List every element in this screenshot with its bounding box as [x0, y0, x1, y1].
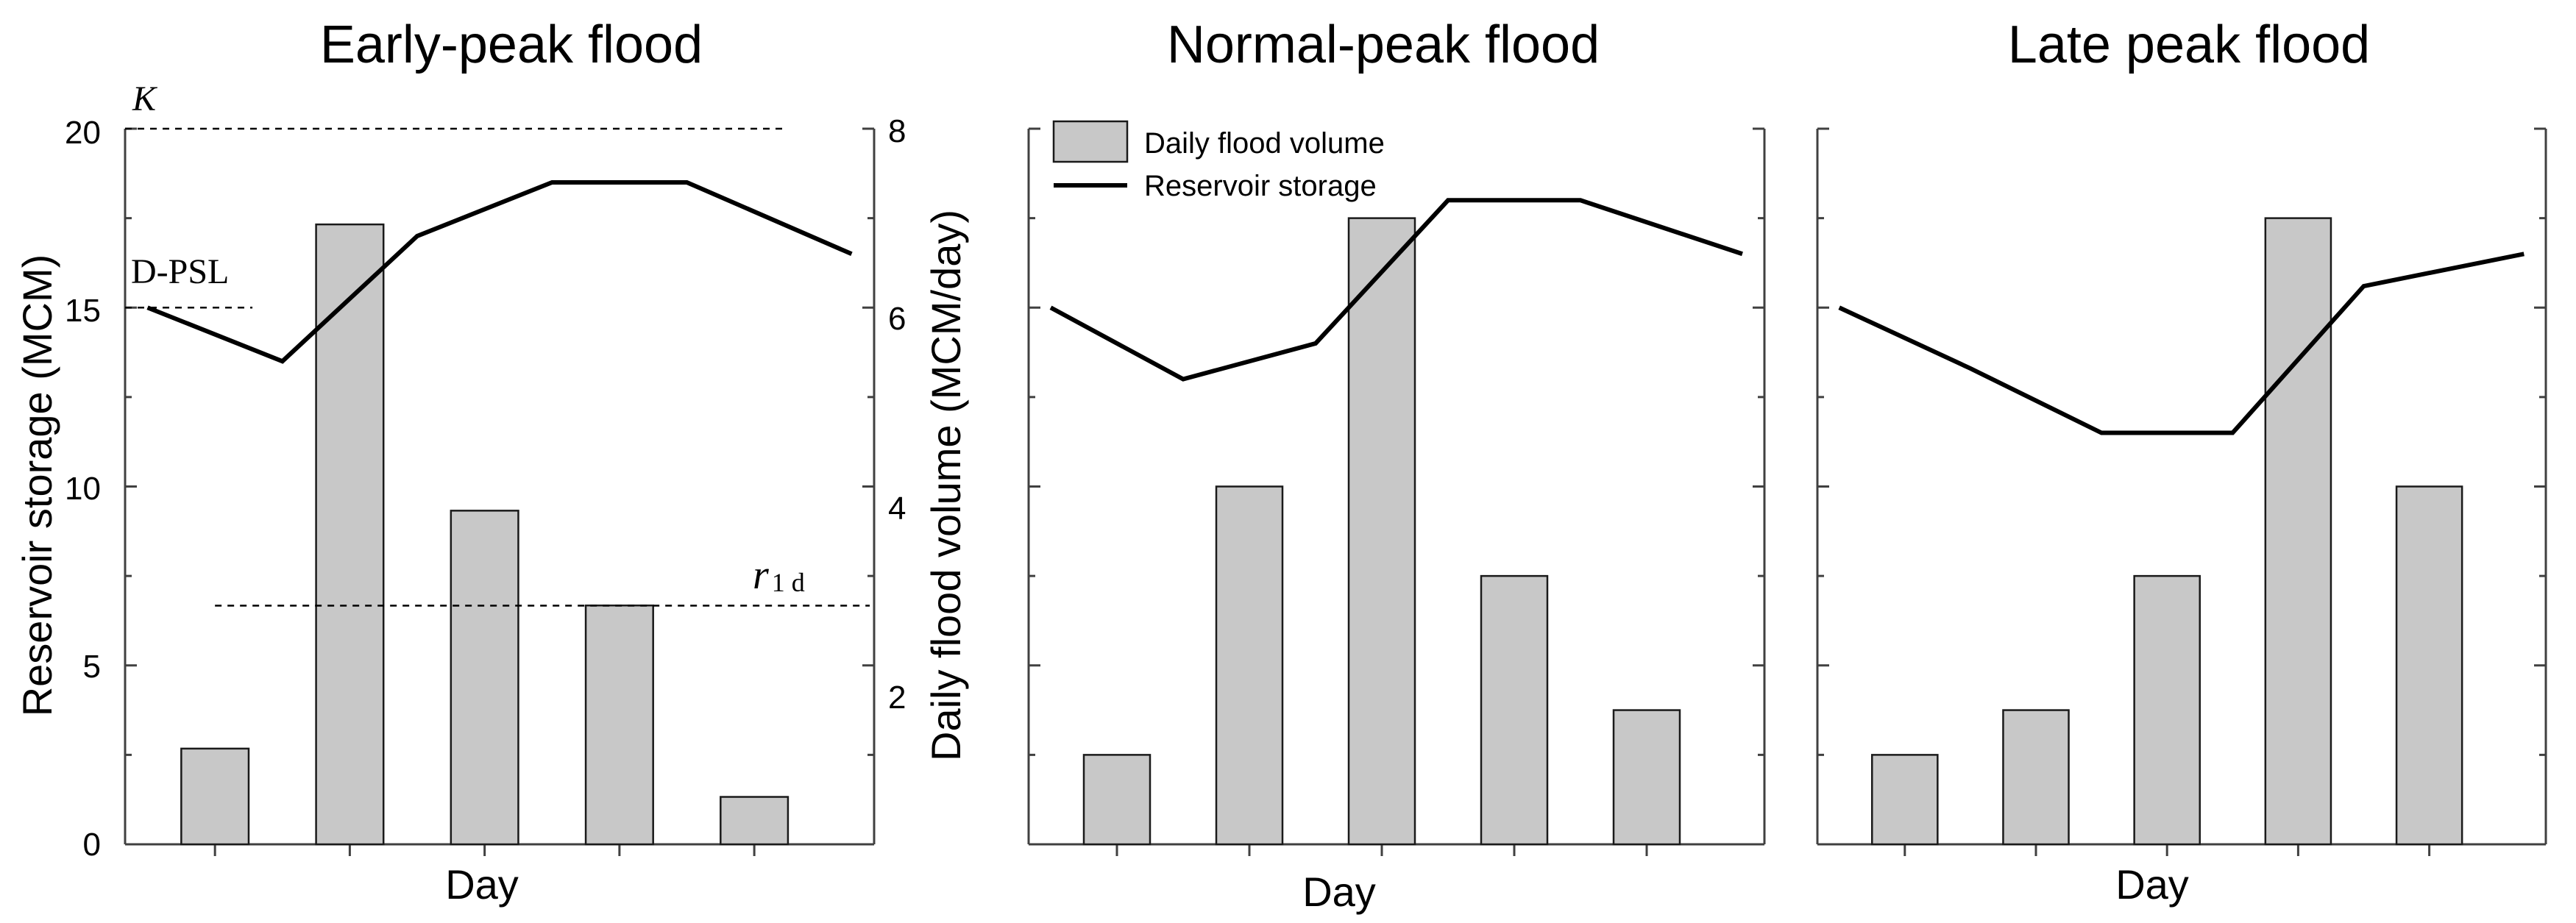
flood-volume-bar — [1347, 217, 1416, 846]
flood-volume-bar — [1215, 485, 1284, 846]
legend-bar-swatch — [1052, 120, 1129, 163]
flood-volume-bar — [2002, 709, 2070, 846]
legend-line-label: Reservoir storage — [1144, 170, 1377, 202]
plot-layer — [124, 127, 2547, 856]
flood-volume-bar — [1871, 754, 1939, 846]
flood-volume-bar — [1082, 754, 1152, 846]
x-axis-title-normal: Day — [1302, 869, 1376, 915]
annotation-k: K — [132, 79, 158, 118]
left-tick-label: 15 — [65, 293, 101, 329]
annotation-r1d-main: r — [753, 552, 769, 598]
right-tick-label: 8 — [888, 113, 906, 149]
panel-title-early: Early-peak flood — [320, 15, 703, 74]
left-tick-label: 0 — [83, 827, 101, 863]
x-axis-title-early: Day — [445, 861, 519, 908]
right-axis-title: Daily flood volume (MCM/day) — [923, 210, 969, 761]
left-tick-label: 10 — [65, 471, 101, 507]
flood-volume-bar — [2133, 574, 2201, 846]
flood-volume-bar — [720, 796, 790, 846]
annotation-r1d-sub: 1 d — [772, 568, 805, 597]
flood-volume-bar — [450, 510, 519, 846]
flood-volume-bar — [1612, 709, 1681, 846]
storage-line — [1049, 198, 1743, 382]
x-axis-title-late: Day — [2115, 861, 2189, 908]
left-axis-title: Reservoir storage (MCM) — [14, 254, 60, 717]
storage-line — [146, 179, 853, 364]
storage-line — [1838, 252, 2524, 435]
text-layer: Early-peak flood Normal-peak flood Late … — [14, 15, 2370, 915]
left-tick-label: 20 — [65, 115, 101, 151]
right-tick-label: 2 — [888, 680, 906, 716]
panel-title-late: Late peak flood — [2008, 15, 2370, 74]
flood-volume-bar — [180, 747, 250, 846]
right-tick-label: 4 — [888, 491, 906, 527]
right-tick-label: 6 — [888, 301, 906, 337]
flood-volume-bar — [315, 223, 385, 846]
left-tick-label: 5 — [83, 649, 101, 685]
annotation-dpsl: D-PSL — [131, 252, 229, 291]
flood-volume-bar — [2264, 217, 2332, 846]
legend-bar-label: Daily flood volume — [1144, 127, 1385, 160]
flood-volume-bar — [1480, 574, 1549, 846]
flood-volume-bar — [2395, 485, 2463, 846]
flood-volume-bar — [584, 605, 654, 846]
panel-title-normal: Normal-peak flood — [1167, 15, 1600, 74]
